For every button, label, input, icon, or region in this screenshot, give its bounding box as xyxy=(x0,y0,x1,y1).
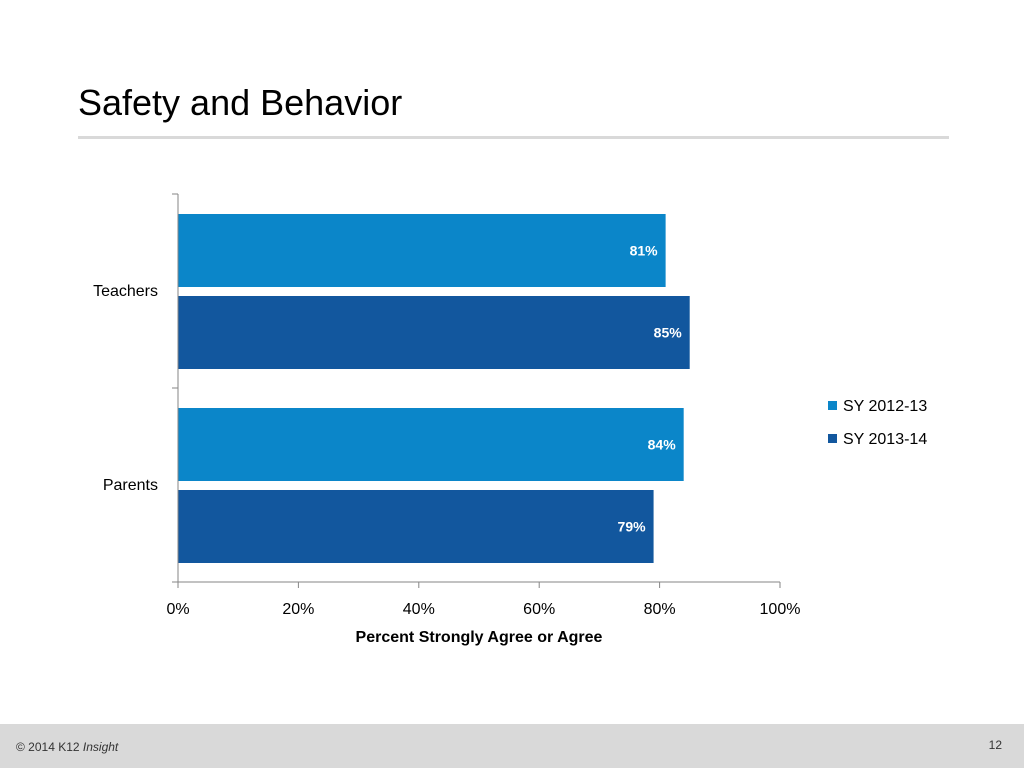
footer-copyright: © 2014 K12 Insight xyxy=(16,740,118,754)
bar xyxy=(178,296,690,369)
data-label: 84% xyxy=(648,437,677,453)
legend-swatch xyxy=(828,434,837,443)
title-divider xyxy=(78,136,949,139)
copyright-text: © 2014 K12 xyxy=(16,740,80,754)
legend-label: SY 2012-13 xyxy=(843,398,927,415)
category-label: Parents xyxy=(103,477,158,494)
bar-chart: 81% 85% 84% 79% Teachers Parents 0% 20% 40% 60% 8… xyxy=(93,193,927,646)
data-label: 85% xyxy=(654,325,683,341)
x-tick-label: 80% xyxy=(644,601,676,618)
slide-title: Safety and Behavior xyxy=(78,82,403,123)
page-number: 12 xyxy=(988,738,1002,752)
footer-bar: © 2014 K12 Insight 12 xyxy=(0,724,1024,768)
x-tick-label: 40% xyxy=(403,601,435,618)
data-label: 81% xyxy=(630,243,659,259)
chart-axes: Teachers Parents 0% 20% 40% 60% 80% 100% Percent… xyxy=(93,193,801,646)
bar-group: 81% 85% 84% 79% xyxy=(178,214,690,563)
bar xyxy=(178,214,666,287)
category-label: Teachers xyxy=(93,283,158,300)
chart-legend: SY 2012-13 SY 2013-14 xyxy=(828,398,927,448)
x-axis-title: Percent Strongly Agree or Agree xyxy=(356,629,603,646)
x-tick-label: 60% xyxy=(523,601,555,618)
bar xyxy=(178,408,684,481)
x-tick-label: 20% xyxy=(282,601,314,618)
x-tick-label: 100% xyxy=(760,601,801,618)
bar xyxy=(178,490,654,563)
brand-name: Insight xyxy=(82,740,119,754)
x-tick-label: 0% xyxy=(166,601,189,618)
data-label: 79% xyxy=(618,519,647,535)
legend-label: SY 2013-14 xyxy=(843,431,927,448)
legend-swatch xyxy=(828,401,837,410)
